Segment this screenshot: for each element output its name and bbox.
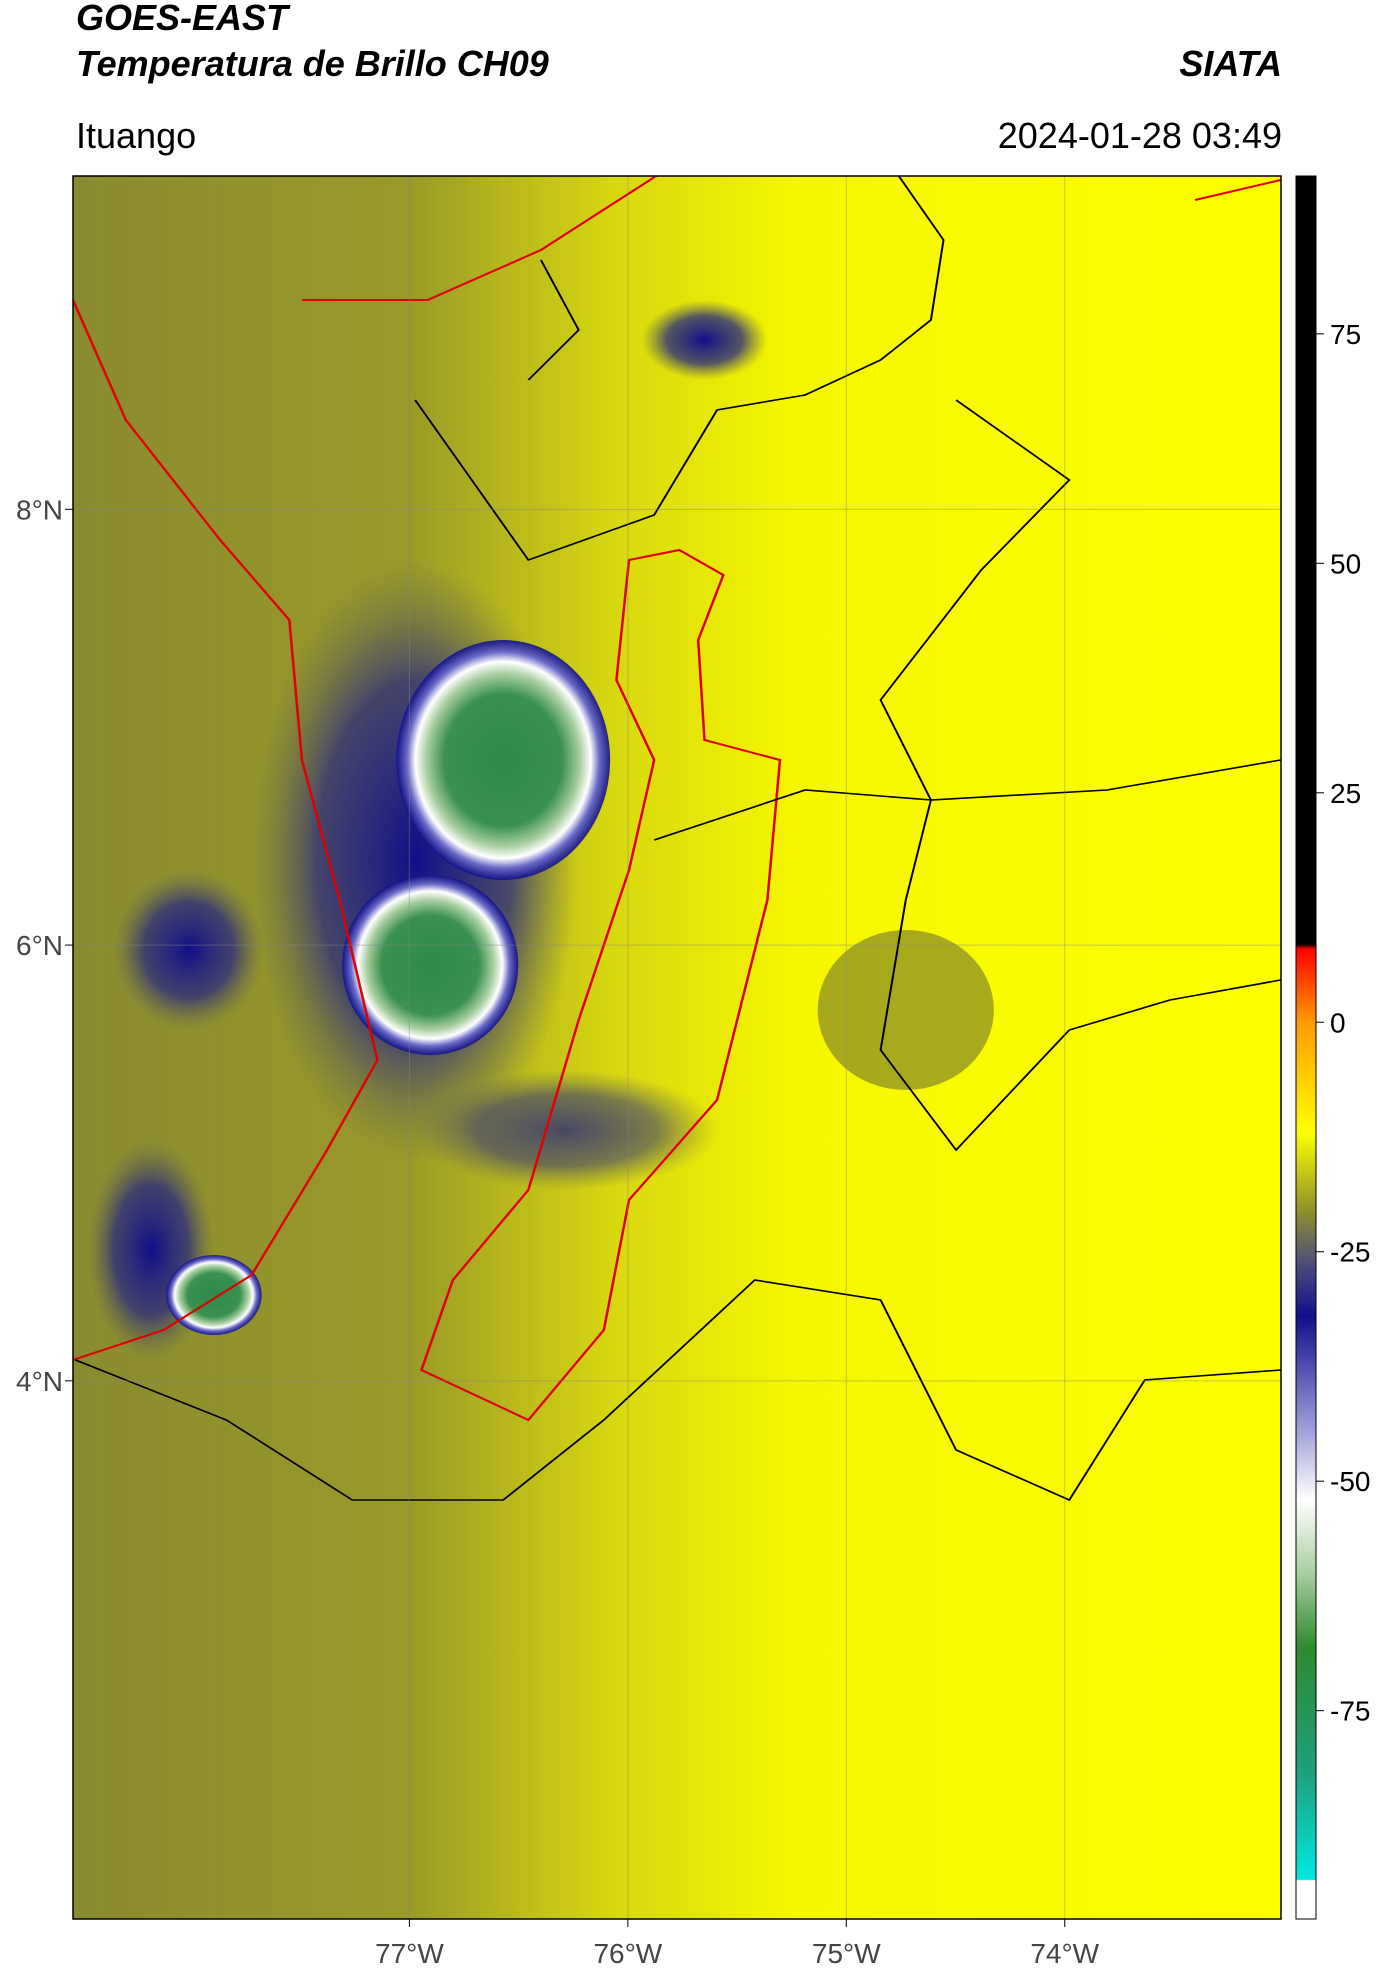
colorbar-tick-label: 0 [1330, 1007, 1346, 1038]
colorbar-tick-label: -75 [1330, 1696, 1370, 1727]
colorbar-tick-label: -50 [1330, 1466, 1370, 1497]
location: Ituango [76, 115, 196, 156]
colorbar-tick-label: 50 [1330, 548, 1361, 579]
colorbar-tick-label: 75 [1330, 319, 1361, 350]
grid [73, 176, 1281, 1919]
colorbar-tick-label: -25 [1330, 1237, 1370, 1268]
x-tick-label: 77°W [375, 1938, 444, 1969]
y-tick-label: 4°N [16, 1366, 63, 1397]
x-tick-label: 74°W [1030, 1938, 1099, 1969]
plot-frame [72, 175, 1282, 1920]
map-field [73, 176, 1281, 1919]
colorbar-tick-label: 25 [1330, 778, 1361, 809]
source: SIATA [1179, 43, 1282, 84]
y-tick-label: 8°N [16, 494, 63, 525]
subtitle: Temperatura de Brillo CH09 [76, 43, 549, 84]
x-tick-label: 76°W [593, 1938, 662, 1969]
y-tick-label: 6°N [16, 930, 63, 961]
colorbar [1295, 175, 1317, 1920]
x-tick-label: 75°W [812, 1938, 881, 1969]
date: 2024-01-28 03:49 [998, 115, 1282, 156]
title: GOES-EAST [76, 0, 291, 38]
